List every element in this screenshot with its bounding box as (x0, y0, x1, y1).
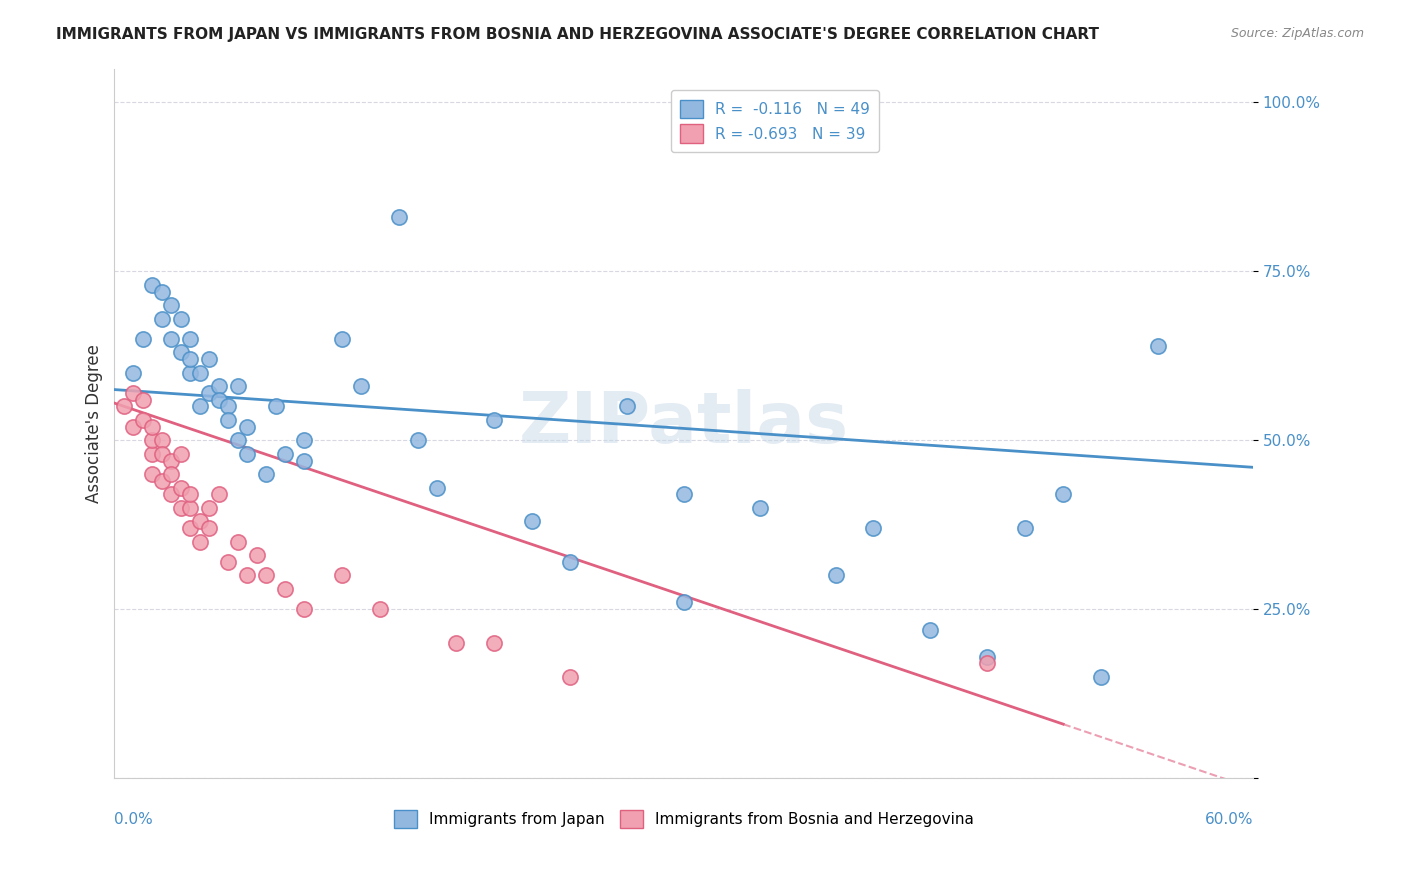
Point (406, 434, 429, 448)
Point (188, 534, 211, 549)
Point (368, 602, 391, 616)
Point (217, 400, 239, 414)
Point (482, 636, 505, 650)
Point (292, 453, 315, 467)
Point (217, 555, 239, 569)
Point (150, 285, 173, 299)
Point (217, 413, 239, 427)
Y-axis label: Associate's Degree: Associate's Degree (86, 344, 103, 503)
Point (122, 386, 145, 401)
Point (748, 500, 770, 515)
Point (170, 500, 193, 515)
Point (350, 379, 373, 393)
Point (482, 413, 505, 427)
Point (198, 352, 221, 367)
Point (132, 392, 155, 407)
Point (920, 623, 942, 637)
Point (179, 500, 201, 515)
Point (188, 515, 211, 529)
Point (976, 657, 998, 671)
Point (188, 400, 211, 414)
Point (150, 434, 173, 448)
Point (1014, 521, 1036, 535)
Point (141, 447, 163, 461)
Point (292, 602, 315, 616)
Point (132, 332, 155, 346)
Point (616, 400, 638, 414)
Point (141, 467, 163, 481)
Point (132, 413, 155, 427)
Point (160, 467, 183, 481)
Point (330, 568, 353, 582)
Point (208, 392, 231, 407)
Point (150, 311, 173, 326)
Point (160, 487, 183, 501)
Point (824, 568, 846, 582)
Point (558, 555, 581, 569)
Point (672, 595, 695, 609)
Point (254, 467, 277, 481)
Point (198, 500, 221, 515)
Point (160, 298, 183, 312)
Point (150, 474, 173, 488)
Legend: Immigrants from Japan, Immigrants from Bosnia and Herzegovina: Immigrants from Japan, Immigrants from B… (388, 804, 980, 834)
Text: IMMIGRANTS FROM JAPAN VS IMMIGRANTS FROM BOSNIA AND HERZEGOVINA ASSOCIATE'S DEGR: IMMIGRANTS FROM JAPAN VS IMMIGRANTS FROM… (56, 27, 1099, 42)
Point (122, 419, 145, 434)
Point (388, 211, 411, 225)
Point (226, 534, 249, 549)
Point (1090, 670, 1112, 684)
Point (1052, 487, 1074, 501)
Point (558, 670, 581, 684)
Text: 0.0%: 0.0% (114, 813, 153, 828)
Point (112, 400, 135, 414)
Point (179, 487, 201, 501)
Point (246, 548, 269, 562)
Point (198, 386, 221, 401)
Text: 60.0%: 60.0% (1205, 813, 1253, 828)
Point (330, 332, 353, 346)
Point (170, 447, 193, 461)
Point (122, 366, 145, 380)
Point (426, 481, 449, 495)
Point (444, 636, 467, 650)
Point (170, 481, 193, 495)
Point (226, 379, 249, 393)
Point (1147, 338, 1170, 352)
Point (274, 447, 297, 461)
Point (976, 649, 998, 664)
Point (188, 366, 211, 380)
Point (170, 311, 193, 326)
Text: ZIPatlas: ZIPatlas (519, 389, 849, 458)
Point (198, 521, 221, 535)
Point (226, 434, 249, 448)
Point (274, 582, 297, 596)
Point (141, 277, 163, 292)
Point (862, 521, 884, 535)
Point (179, 332, 201, 346)
Point (160, 332, 183, 346)
Point (292, 434, 315, 448)
Point (236, 419, 259, 434)
Point (141, 434, 163, 448)
Point (208, 379, 231, 393)
Point (236, 568, 259, 582)
Point (170, 345, 193, 359)
Point (141, 419, 163, 434)
Text: Source: ZipAtlas.com: Source: ZipAtlas.com (1230, 27, 1364, 40)
Point (179, 352, 201, 367)
Point (208, 487, 231, 501)
Point (520, 515, 543, 529)
Point (179, 521, 201, 535)
Point (179, 366, 201, 380)
Point (264, 400, 287, 414)
Point (236, 447, 259, 461)
Point (160, 453, 183, 467)
Point (672, 487, 695, 501)
Point (254, 568, 277, 582)
Point (150, 447, 173, 461)
